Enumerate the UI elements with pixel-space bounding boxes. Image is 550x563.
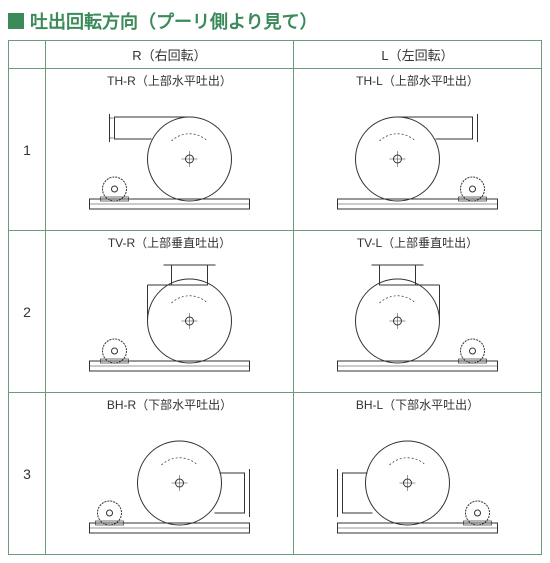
header-r: R（右回転） bbox=[46, 41, 294, 69]
row-number: 1 bbox=[9, 69, 46, 231]
diagram-bh-r bbox=[46, 416, 294, 555]
cell-label-tv-r: TV-R（上部垂直吐出） bbox=[46, 231, 294, 255]
diagram-bh-l bbox=[294, 416, 542, 555]
diagram-tv-l bbox=[294, 254, 542, 393]
cell-label-th-r: TH-R（上部水平吐出） bbox=[46, 69, 294, 93]
blower-diagram-icon bbox=[298, 423, 537, 543]
header-l: L（左回転） bbox=[294, 41, 542, 69]
rotation-direction-table: R（右回転） L（左回転） 1 TH-R（上部水平吐出） TH-L（上部水平吐出… bbox=[8, 40, 542, 555]
diagram-tv-r bbox=[46, 254, 294, 393]
cell-label-bh-r: BH-R（下部水平吐出） bbox=[46, 393, 294, 417]
title-text: 吐出回転方向（プーリ側より見て） bbox=[30, 8, 318, 34]
blower-diagram-icon bbox=[298, 99, 537, 219]
diagram-th-l bbox=[294, 92, 542, 231]
cell-label-bh-l: BH-L（下部水平吐出） bbox=[294, 393, 542, 417]
blower-diagram-icon bbox=[50, 261, 289, 381]
cell-label-th-l: TH-L（上部水平吐出） bbox=[294, 69, 542, 93]
header-blank bbox=[9, 41, 46, 69]
diagram-th-r bbox=[46, 92, 294, 231]
cell-label-tv-l: TV-L（上部垂直吐出） bbox=[294, 231, 542, 255]
blower-diagram-icon bbox=[50, 99, 289, 219]
blower-diagram-icon bbox=[298, 261, 537, 381]
title-square-icon bbox=[8, 13, 24, 29]
section-title: 吐出回転方向（プーリ側より見て） bbox=[8, 8, 542, 34]
row-number: 2 bbox=[9, 231, 46, 393]
row-number: 3 bbox=[9, 393, 46, 555]
blower-diagram-icon bbox=[50, 423, 289, 543]
